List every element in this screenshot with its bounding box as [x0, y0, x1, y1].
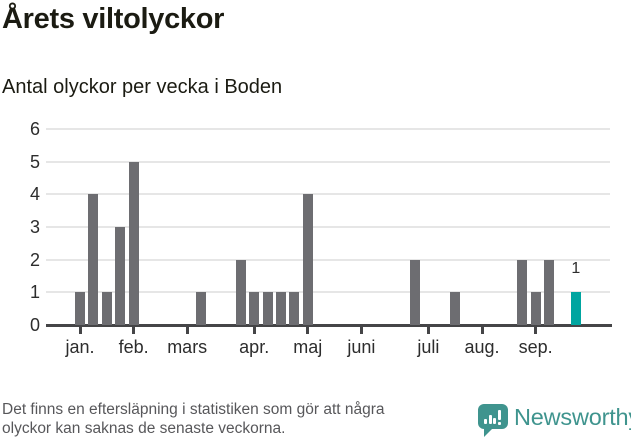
bar-week-3: [101, 292, 112, 325]
y-axis-tick-label: 5: [29, 151, 40, 172]
month-tick-mark: [306, 327, 310, 334]
footer-note: Det finns en eftersläpning i statistiken…: [2, 401, 472, 438]
chart-subtitle: Antal olyckor per vecka i Boden: [2, 76, 283, 98]
bar-week-34: [517, 259, 528, 325]
month-tick-label: apr.: [239, 337, 270, 357]
month-tick-label: mars: [167, 337, 208, 357]
bar-week-2: [88, 194, 99, 325]
bar-value-label: 1: [571, 260, 581, 278]
gridline: [46, 160, 610, 163]
month-tick-mark: [252, 327, 256, 334]
month-tick-mark: [359, 327, 363, 334]
gridline: [46, 226, 610, 228]
bar-week-1: [75, 292, 85, 325]
bar-week-35: [530, 292, 541, 325]
bar-week-14: [249, 292, 260, 325]
month-tick-label: maj: [293, 337, 323, 357]
month-tick-mark: [426, 327, 430, 334]
footer-note-line2: olyckor kan saknas de senaste veckorna.: [2, 419, 286, 437]
newsworthy-logo: Newsworthy: [478, 402, 631, 438]
y-axis-tick-label: 0: [29, 315, 40, 335]
month-tick-label: juni: [347, 337, 376, 357]
bar-week-10: [195, 292, 206, 325]
bar-week-16: [276, 292, 286, 325]
gridline: [46, 193, 610, 196]
month-tick-label: aug.: [464, 337, 500, 357]
month-tick-label: feb.: [118, 337, 149, 357]
y-axis-tick-label: 2: [29, 249, 40, 270]
bar-chart-speech-bubble-icon: [478, 404, 508, 429]
newsworthy-wordmark: Newsworthy: [514, 404, 631, 430]
bar-week-4: [115, 227, 126, 325]
gridline: [46, 258, 610, 261]
month-tick-mark: [480, 327, 484, 334]
month-tick-mark: [185, 327, 189, 334]
gridline: [46, 291, 610, 294]
y-axis-tick-label: 6: [29, 119, 40, 139]
bar-week-15: [262, 292, 273, 325]
month-tick-label: juli: [417, 337, 440, 357]
gridline: [46, 128, 610, 130]
month-tick-mark: [534, 327, 538, 334]
x-axis-line: [46, 324, 612, 327]
footer-note-line1: Det finns en eftersläpning i statistiken…: [2, 401, 385, 418]
bar-week-26: [410, 259, 420, 325]
bar-week-17: [289, 292, 300, 325]
page-title: Årets viltolyckor: [2, 3, 225, 35]
month-tick-label: sep.: [518, 337, 553, 357]
bar-week-29: [450, 292, 461, 325]
month-tick-label: jan.: [65, 337, 95, 357]
bar-week-5: [128, 161, 139, 325]
month-tick-mark: [132, 327, 136, 334]
bar-week-36: [544, 259, 554, 325]
bar-week-13: [235, 259, 246, 325]
bar-week-38: [570, 292, 581, 325]
bar-week-18: [302, 194, 313, 325]
y-axis-tick-label: 4: [29, 184, 40, 205]
y-axis-tick-label: 3: [29, 217, 40, 237]
month-tick-mark: [78, 327, 82, 334]
speech-bubble-tail: [484, 428, 493, 437]
y-axis-tick-label: 1: [29, 282, 40, 303]
